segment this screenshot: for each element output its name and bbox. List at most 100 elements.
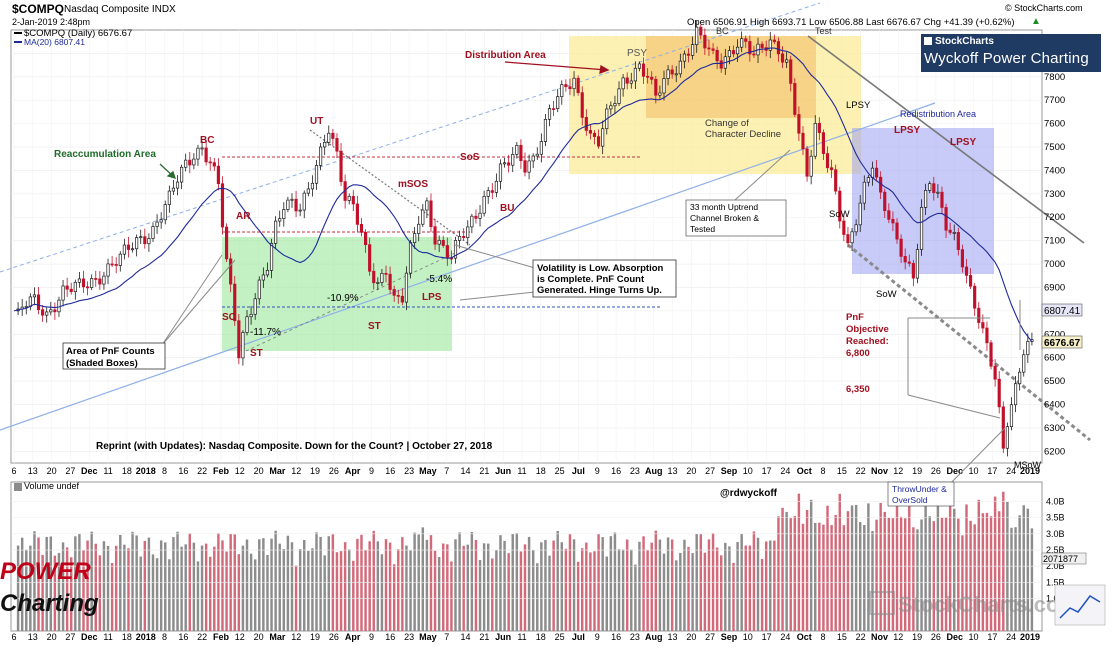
candle [874,167,879,178]
x-tick-label-bottom: 13 [668,632,678,642]
x-tick-label: 6 [11,466,16,476]
candle [621,77,625,90]
legend-price: $COMPQ (Daily) 6676.67 [24,28,132,39]
candle [233,283,237,322]
volume-bar [854,504,858,631]
x-tick-label-bottom: 19 [912,632,922,642]
x-tick-label: 2019 [1020,466,1040,476]
volume-bar [425,539,429,631]
label-psy: PSY [627,48,647,59]
pnf-area-line2: (Shaded Boxes) [66,358,138,369]
candle [866,177,870,183]
candle [245,316,249,333]
volume-bar [846,511,850,631]
volume-bar [245,539,249,631]
y-tick-label: 6200 [1044,446,1065,457]
volume-bar [343,542,347,631]
label-lpsy1: LPSY [846,100,871,111]
label-pct-109: -10.9% [327,293,359,304]
x-tick-label-bottom: 24 [780,632,790,642]
last-price-tag [1041,335,1083,349]
volume-tick-label: 3.0B [1046,529,1065,539]
volume-bar [127,548,130,631]
volume-bar [466,544,469,631]
downtrend-line-3 [847,243,1091,442]
downtrend-line-2 [807,35,1085,244]
candle [413,233,417,244]
candle [740,38,744,48]
volume-bar [380,554,384,631]
candle [229,258,233,285]
candle [703,34,707,49]
candle [351,196,355,205]
volume-bar [691,553,694,631]
volume-swatch [14,483,22,491]
candle [952,232,956,234]
x-tick-label: 11 [517,466,526,476]
volume-bar [961,535,964,631]
volume-bar [920,519,923,631]
candle [1005,426,1009,449]
candle [715,49,719,62]
candle [646,75,650,78]
pnf-obj-line2: Objective [846,324,889,335]
volume-bar [536,563,539,631]
x-tick-label-bottom: Dec [81,632,98,642]
x-tick-label-bottom: 10 [969,632,979,642]
candle [490,190,494,193]
y-tick-label: 7200 [1044,212,1065,223]
volume-bar [433,550,437,631]
volume-bar [625,539,629,631]
volume-bar [74,536,77,631]
candle [731,50,736,55]
x-tick-label: 16 [178,466,188,476]
candle [453,240,458,259]
volume-bar [33,531,36,631]
candle [445,245,449,259]
x-tick-label-bottom: Jun [495,632,511,642]
power-charting-logo: POWER Charting [0,556,99,624]
label-pct-117: -11.7% [250,327,281,338]
candle [335,138,339,152]
x-tick-label: 25 [555,466,565,476]
candle [674,73,678,76]
uptrend-line1: 33 month Uptrend [690,202,758,212]
candle [421,209,425,225]
candle [61,285,65,301]
x-tick-label: 26 [931,466,941,476]
volume-bar [474,539,478,631]
candle [695,26,699,46]
candle [380,272,384,283]
x-tick-label-bottom: Dec [946,632,963,642]
volume-bar [90,531,93,631]
candle [772,39,776,42]
volume-bar [262,538,265,631]
candle [825,153,830,169]
candle [171,187,176,192]
candle [617,88,621,104]
volume-bar [335,552,339,631]
candle [139,236,143,239]
volume-bar [617,549,621,631]
volume-tick-label: 3.5B [1046,513,1065,523]
x-tick-label-bottom: 11 [517,632,526,642]
candle [654,78,658,96]
pnf-area-line1: Area of PnF Counts [66,346,155,357]
candle [208,161,212,164]
x-tick-label-bottom: 20 [686,632,696,642]
candle [862,181,866,204]
candle [77,278,81,283]
candle [339,150,343,182]
volume-bar [409,550,412,631]
candle [224,226,229,260]
candle [793,83,797,115]
volume-bar [437,557,441,631]
x-tick-label: Mar [269,466,286,476]
candle [629,80,633,84]
volume-bar [683,539,686,631]
annotations: Reaccumulation Area BC AR SC -11.7% ST U… [54,26,1042,499]
reaccumulation-arrow [159,163,177,179]
candle [809,155,813,177]
candle [502,162,507,165]
x-tick-label: Dec [81,466,98,476]
